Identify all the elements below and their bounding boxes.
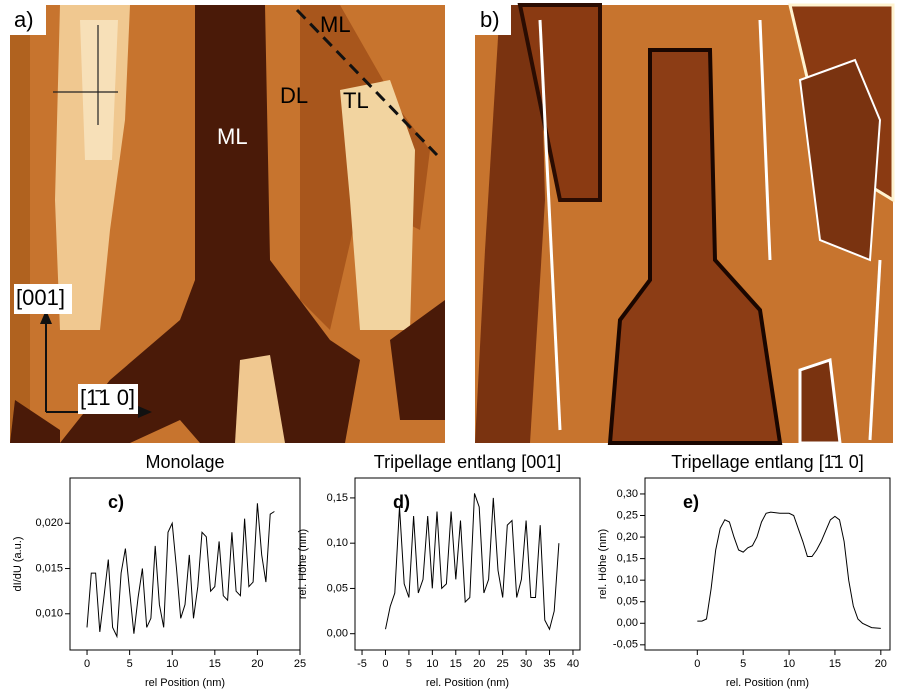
y-tick-label: 0,30 (617, 488, 638, 500)
stm-image-a: a) ML DL TL ML [001] [1̄1 0] (10, 5, 445, 443)
y-tick-label: 0,05 (327, 582, 348, 594)
y-tick-label: 0,015 (35, 562, 63, 574)
x-tick-label: 20 (473, 658, 485, 670)
x-tick-label: 0 (84, 658, 90, 670)
data-line (385, 493, 560, 631)
panel-label: c) (108, 492, 124, 512)
layer-label: ML (217, 124, 248, 149)
direction-label: [001] (16, 285, 65, 310)
layer-label: DL (280, 83, 308, 108)
y-axis-label: dI/dU (a.u.) (12, 536, 24, 591)
x-tick-label: 35 (543, 658, 555, 670)
y-tick-label: 0,20 (617, 531, 638, 543)
x-axis-label: rel Position (nm) (145, 677, 225, 689)
x-tick-label: -5 (357, 658, 367, 670)
x-tick-label: 10 (426, 658, 438, 670)
y-tick-label: 0,15 (617, 553, 638, 565)
plot-frame (354, 477, 581, 651)
x-tick-label: 10 (783, 658, 795, 670)
y-axis-label: rel. Höhe (nm) (597, 529, 609, 599)
y-tick-label: 0,020 (35, 517, 63, 529)
y-tick-label: 0,010 (35, 608, 63, 620)
layer-label: ML (320, 12, 351, 37)
panel-label: a) (14, 7, 34, 32)
y-tick-label: 0,00 (327, 628, 348, 640)
y-tick-label: -0,05 (613, 639, 638, 651)
plot-frame (69, 477, 301, 651)
chart-title: Tripellage entlang [1̄1 0] (671, 452, 863, 472)
x-tick-label: 5 (127, 658, 133, 670)
x-tick-label: 25 (497, 658, 509, 670)
x-tick-label: 30 (520, 658, 532, 670)
x-axis-label: rel. Position (nm) (426, 677, 509, 689)
x-tick-label: 0 (694, 658, 700, 670)
panel-label: e) (683, 492, 699, 512)
x-tick-label: 20 (251, 658, 263, 670)
x-tick-label: 0 (382, 658, 388, 670)
x-tick-label: 5 (740, 658, 746, 670)
x-tick-label: 20 (875, 658, 887, 670)
y-tick-label: 0,15 (327, 492, 348, 504)
y-tick-label: 0,25 (617, 509, 638, 521)
layer-label: TL (343, 88, 369, 113)
direction-label: [1̄1 0] (80, 385, 135, 410)
plot-frame (644, 477, 891, 651)
x-tick-label: 5 (406, 658, 412, 670)
x-tick-label: 40 (567, 658, 579, 670)
x-tick-label: 15 (450, 658, 462, 670)
y-tick-label: 0,00 (617, 617, 638, 629)
x-tick-label: 10 (166, 658, 178, 670)
chart-title: Monolage (145, 452, 224, 472)
y-axis-label: rel. Höhe (nm) (297, 529, 309, 599)
data-line (86, 503, 275, 639)
x-tick-label: 15 (829, 658, 841, 670)
panel-label: d) (393, 492, 410, 512)
stm-image-b: b) (475, 3, 895, 445)
data-line (697, 511, 881, 629)
x-axis-label: rel. Position (nm) (726, 677, 809, 689)
y-tick-label: 0,05 (617, 596, 638, 608)
panel-label: b) (480, 7, 500, 32)
x-tick-label: 15 (209, 658, 221, 670)
y-tick-label: 0,10 (327, 537, 348, 549)
x-tick-label: 25 (294, 658, 306, 670)
chart-title: Tripellage entlang [001] (374, 452, 561, 472)
y-tick-label: 0,10 (617, 574, 638, 586)
